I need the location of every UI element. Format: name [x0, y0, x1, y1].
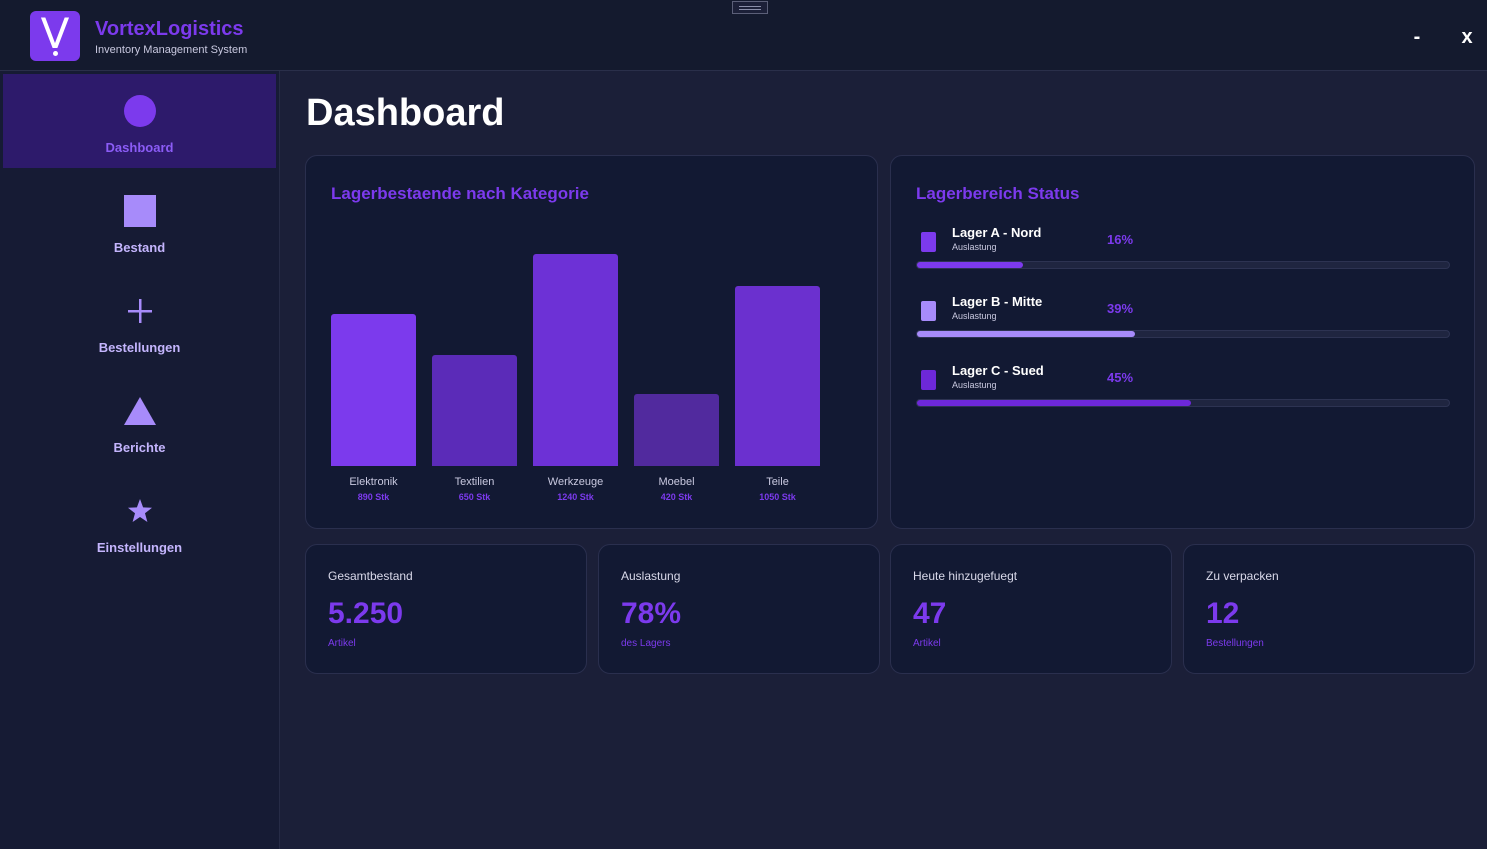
app-name: VortexLogistics: [95, 18, 244, 40]
sidebar-item-label: Bestellungen: [98, 340, 181, 355]
stat-unit: Artikel: [328, 638, 356, 649]
stat-card-gesamtbestand: Gesamtbestand 5.250 Artikel: [305, 544, 587, 674]
zone-name: Lager B - Mitte: [952, 294, 1043, 309]
chart-bar-elektronik: [331, 314, 416, 466]
minimize-button[interactable]: -: [1413, 26, 1421, 48]
zone-name: Lager C - Sued: [952, 363, 1044, 378]
zone-color-swatch: [921, 301, 936, 321]
chart-title: Lagerbestaende nach Kategorie: [331, 184, 589, 203]
square-icon: [123, 195, 156, 227]
app-logo: V: [30, 11, 80, 61]
stat-unit: des Lagers: [621, 638, 671, 649]
stat-value: 12: [1206, 597, 1240, 630]
warehouse-zone: Lager C - Sued Auslastung 45%: [916, 362, 1450, 414]
sidebar-item-bestellungen[interactable]: Bestellungen: [3, 274, 276, 368]
chart-bar-werkzeuge: [533, 254, 618, 466]
sidebar-item-label: Bestand: [113, 240, 166, 255]
zone-percent: 45%: [1107, 370, 1134, 385]
chart-value-label: 420 Stk: [660, 492, 693, 502]
stat-label: Heute hinzugefuegt: [913, 569, 1018, 583]
sidebar-item-einstellungen[interactable]: Einstellungen: [3, 474, 276, 568]
zone-color-swatch: [921, 232, 936, 252]
stat-card-auslastung: Auslastung 78% des Lagers: [598, 544, 880, 674]
chart-category-label: Elektronik: [349, 476, 398, 488]
inventory-chart-card: Lagerbestaende nach Kategorie Elektronik…: [305, 155, 878, 529]
warehouse-status-card: Lagerbereich Status Lager A - Nord Ausla…: [890, 155, 1475, 529]
zone-color-swatch: [921, 370, 936, 390]
stat-value: 47: [913, 597, 947, 630]
zone-percent: 39%: [1107, 301, 1134, 316]
star-icon: [127, 499, 152, 522]
triangle-icon: [123, 397, 156, 425]
logo-letter: V: [40, 9, 70, 58]
window-drag-handle[interactable]: [732, 1, 768, 14]
sidebar-item-label: Berichte: [113, 440, 166, 455]
zone-subtitle: Auslastung: [952, 380, 997, 390]
sidebar-item-bestand[interactable]: Bestand: [3, 174, 276, 268]
close-button[interactable]: x: [1461, 26, 1473, 48]
chart-category-label: Textilien: [454, 476, 495, 488]
chart-value-label: 1240 Stk: [557, 492, 594, 502]
stat-label: Gesamtbestand: [328, 569, 413, 583]
app-subtitle: Inventory Management System: [95, 44, 248, 56]
zone-name: Lager A - Nord: [952, 225, 1042, 240]
zone-progress-fill: [917, 262, 1024, 268]
chart-category-label: Teile: [766, 476, 789, 488]
status-card-title: Lagerbereich Status: [916, 184, 1080, 203]
stat-label: Zu verpacken: [1206, 569, 1279, 583]
zone-progress-fill: [917, 400, 1191, 406]
stat-value: 5.250: [328, 597, 404, 630]
zone-progress-track: [916, 261, 1450, 269]
circle-icon: [123, 95, 156, 127]
zone-progress-fill: [917, 331, 1136, 337]
sidebar: Dashboard Bestand Bestellungen Berichte …: [0, 71, 280, 849]
zone-progress-track: [916, 399, 1450, 407]
sidebar-item-label: Dashboard: [105, 140, 174, 155]
sidebar-item-berichte[interactable]: Berichte: [3, 374, 276, 468]
stat-unit: Bestellungen: [1206, 638, 1264, 649]
chart-value-label: 650 Stk: [458, 492, 491, 502]
title-bar: V VortexLogistics Inventory Management S…: [0, 0, 1487, 71]
page-title: Dashboard: [306, 92, 505, 134]
chart-bar-teile: [735, 286, 820, 466]
warehouse-zone: Lager A - Nord Auslastung 16%: [916, 224, 1450, 276]
sidebar-item-dashboard[interactable]: Dashboard: [3, 74, 276, 168]
stat-unit: Artikel: [913, 638, 941, 649]
chart-category-label: Werkzeuge: [547, 476, 604, 488]
stat-value: 78%: [621, 597, 682, 630]
zone-percent: 16%: [1107, 232, 1134, 247]
chart-bar-textilien: [432, 355, 517, 466]
stat-card-zu-verpacken: Zu verpacken 12 Bestellungen: [1183, 544, 1475, 674]
stat-card-heute-hinzugefuegt: Heute hinzugefuegt 47 Artikel: [890, 544, 1172, 674]
zone-subtitle: Auslastung: [952, 242, 997, 252]
plus-icon: [127, 299, 152, 323]
warehouse-zone: Lager B - Mitte Auslastung 39%: [916, 293, 1450, 345]
chart-category-label: Moebel: [658, 476, 695, 488]
chart-value-label: 1050 Stk: [759, 492, 796, 502]
chart-bar-moebel: [634, 394, 719, 466]
chart-value-label: 890 Stk: [357, 492, 390, 502]
stat-label: Auslastung: [621, 569, 681, 583]
zone-progress-track: [916, 330, 1450, 338]
logo-dot: [53, 51, 58, 56]
sidebar-item-label: Einstellungen: [96, 540, 183, 555]
zone-subtitle: Auslastung: [952, 311, 997, 321]
